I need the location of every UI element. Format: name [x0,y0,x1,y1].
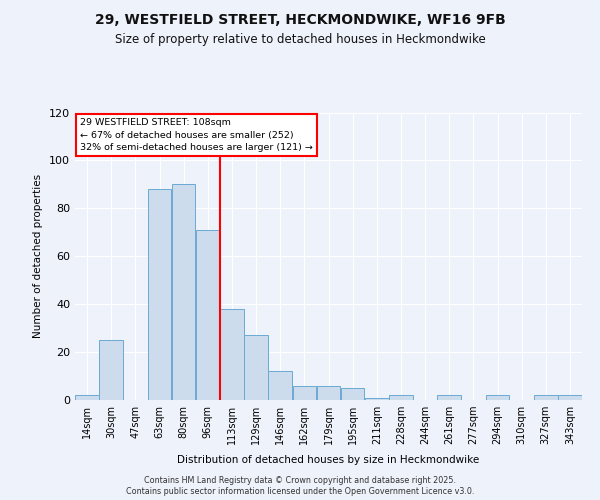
Bar [317,386,340,400]
Bar [244,336,268,400]
Bar [148,189,172,400]
Bar [75,395,99,400]
Bar [558,395,582,400]
Text: Size of property relative to detached houses in Heckmondwike: Size of property relative to detached ho… [115,32,485,46]
Bar [365,398,389,400]
Bar [341,388,364,400]
Text: 29 WESTFIELD STREET: 108sqm
← 67% of detached houses are smaller (252)
32% of se: 29 WESTFIELD STREET: 108sqm ← 67% of det… [80,118,313,152]
Bar [485,395,509,400]
X-axis label: Distribution of detached houses by size in Heckmondwike: Distribution of detached houses by size … [178,456,479,466]
Bar [268,371,292,400]
Bar [220,309,244,400]
Text: 29, WESTFIELD STREET, HECKMONDWIKE, WF16 9FB: 29, WESTFIELD STREET, HECKMONDWIKE, WF16… [95,12,505,26]
Bar [437,395,461,400]
Bar [172,184,196,400]
Bar [196,230,220,400]
Bar [293,386,316,400]
Bar [534,395,557,400]
Bar [100,340,123,400]
Y-axis label: Number of detached properties: Number of detached properties [34,174,43,338]
Text: Contains HM Land Registry data © Crown copyright and database right 2025.: Contains HM Land Registry data © Crown c… [144,476,456,485]
Bar [389,395,413,400]
Text: Contains public sector information licensed under the Open Government Licence v3: Contains public sector information licen… [126,487,474,496]
